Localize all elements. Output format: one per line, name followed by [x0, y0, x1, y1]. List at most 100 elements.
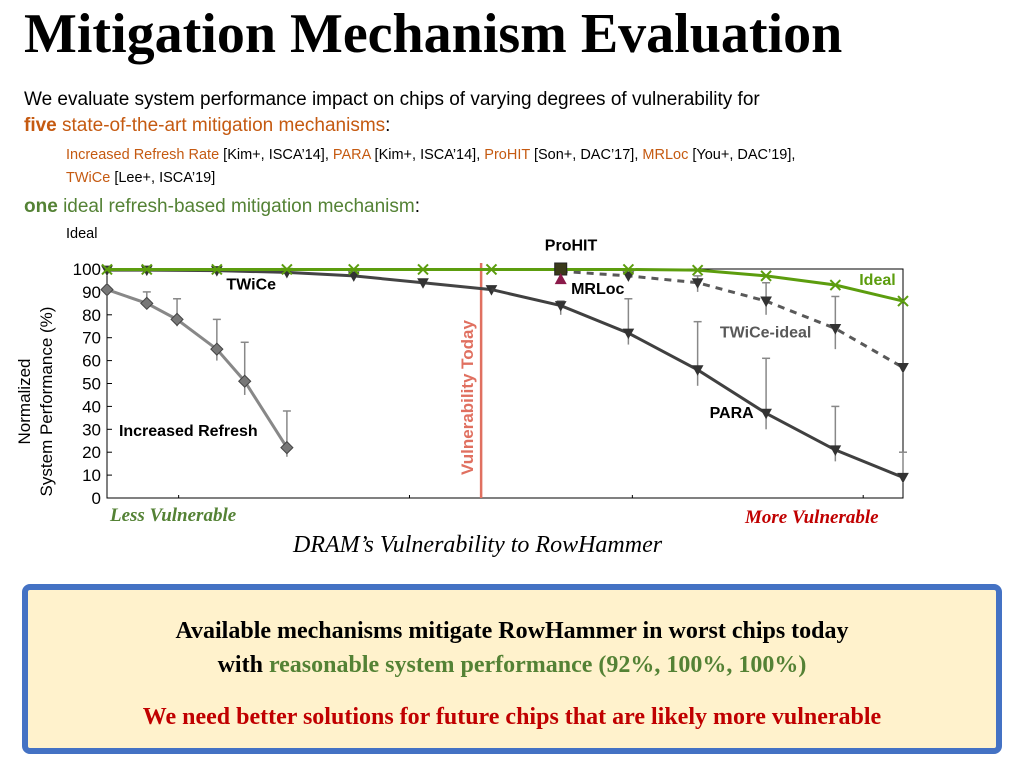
increased-refresh-line	[106, 288, 289, 449]
ideal-point-1	[141, 263, 153, 276]
mrloc-marker	[554, 273, 567, 285]
slide-title: Mitigation Mechanism Evaluation	[24, 3, 843, 65]
ideal-point-2	[211, 263, 223, 276]
ideal-point-9	[691, 264, 704, 276]
mech-sep-0: ,	[324, 147, 333, 163]
para-point-1	[554, 301, 567, 312]
mech-cite-1: [Kim+, ISCA’14]	[370, 147, 477, 163]
ideal-point-8	[622, 263, 635, 276]
mech-name-3: MRLoc	[642, 147, 689, 163]
y-tick-label-40: 40	[82, 397, 101, 416]
twice-point-4	[347, 271, 360, 282]
mech-name-2: ProHIT	[484, 147, 530, 163]
mech-sep-1: ,	[476, 147, 485, 163]
y-tick-label-100: 100	[73, 260, 101, 279]
ideal-label: Ideal	[859, 272, 895, 289]
increased-refresh-point-5	[280, 440, 294, 455]
ideal-point-4	[348, 263, 360, 276]
prohit-annotation: ProHIT	[545, 238, 598, 255]
more-vulnerable-label: More Vulnerable	[745, 507, 879, 528]
y-tick-label-20: 20	[82, 443, 101, 462]
y-axis-label-line2: System Performance (%)	[37, 307, 56, 497]
twice-ideal-line	[560, 269, 904, 369]
mech-cite-2: [Son+, DAC’17]	[529, 147, 635, 163]
summary-text: Available mechanisms mitigate RowHammer …	[28, 614, 996, 682]
summary-box: Available mechanisms mitigate RowHammer …	[22, 584, 1002, 754]
ideal-point-5-b	[417, 263, 429, 276]
increased-refresh-point-2	[170, 312, 184, 327]
ideal-point-9-b	[691, 264, 704, 276]
ideal-point-10	[760, 270, 772, 282]
summary-conclusion: We need better solutions for future chip…	[142, 704, 882, 730]
five-mechanisms-line: five state-of-the-art mitigation mechani…	[24, 115, 390, 137]
y-axis-label-line1: Normalized	[15, 359, 34, 445]
para-label: PARA	[710, 405, 755, 422]
five-description: state-of-the-art mitigation mechanisms	[62, 115, 386, 136]
ideal-mechanism-line: one ideal refresh-based mitigation mecha…	[24, 196, 420, 218]
one-word: one	[24, 196, 58, 217]
x-axis-label: DRAM’s Vulnerability to RowHammer	[293, 532, 663, 558]
mech-cite-3: [You+, DAC’19]	[688, 147, 792, 163]
mech-name-4: TWiCe	[66, 170, 111, 186]
ideal-point-4-b	[348, 263, 360, 276]
y-tick-label-30: 30	[82, 420, 101, 439]
ideal-item: Ideal	[66, 226, 98, 242]
ideal-point-0	[101, 263, 113, 276]
y-tick-label-60: 60	[82, 352, 101, 371]
one-description: ideal refresh-based mitigation mechanism	[63, 196, 415, 217]
less-vulnerable-label: Less Vulnerable	[110, 505, 237, 526]
twice-ideal-point-2	[691, 278, 704, 289]
twice-ideal-label: TWiCe-ideal	[720, 325, 811, 342]
ideal-point-8-b	[622, 263, 635, 276]
ideal-point-11-b	[829, 279, 842, 291]
para-point-4	[760, 408, 772, 420]
ideal-point-12	[897, 295, 909, 307]
ideal-point-0-b	[101, 263, 113, 276]
ideal-point-3	[281, 263, 293, 276]
y-tick-label-50: 50	[82, 375, 101, 394]
mech-name-0: Increased Refresh Rate	[66, 147, 220, 163]
para-point-5	[829, 445, 842, 456]
summary-line1: Available mechanisms mitigate RowHammer …	[175, 618, 849, 644]
vulnerability-today-label: Vulnerability Today	[458, 319, 477, 474]
y-tick-label-90: 90	[82, 283, 101, 302]
para-point-3	[691, 365, 704, 376]
para-point-6	[897, 472, 909, 484]
ideal-point-10-b	[760, 270, 772, 282]
twice-line	[107, 268, 492, 292]
mech-cite-4: [Lee+, ISCA’19]	[110, 170, 216, 186]
ideal-point-2-b	[211, 263, 223, 276]
intro-line: We evaluate system performance impact on…	[24, 89, 760, 110]
increased-refresh-point-1	[140, 296, 154, 311]
twice-point-5	[417, 278, 429, 289]
increased-refresh-point-3	[210, 342, 224, 356]
summary-with: with	[217, 652, 263, 678]
performance-chart: 0 10 20 30 40 50 60 70 80 90 100 Normalized System P…	[15, 238, 909, 505]
y-tick-label-80: 80	[82, 306, 101, 325]
plot-area-frame	[106, 268, 904, 499]
ideal-point-6-b	[485, 263, 498, 276]
twice-ideal-point-4	[829, 324, 842, 335]
mechanism-list-line2: TWiCe [Lee+, ISCA’19]	[66, 170, 215, 186]
mech-cite-0: [Kim+, ISCA’14]	[219, 147, 325, 163]
summary-highlight: reasonable system performance (92%, 100%…	[268, 652, 807, 678]
mech-name-1: PARA	[332, 147, 371, 163]
ideal-point-3-b	[281, 263, 293, 276]
y-tick-label-0: 0	[92, 489, 101, 505]
ideal-point-11	[829, 279, 842, 291]
increased-refresh-point-0	[100, 282, 114, 297]
twice-ideal-point-5	[897, 362, 909, 374]
one-colon: :	[414, 196, 421, 217]
ideal-point-5	[417, 263, 429, 276]
five-word: five	[24, 115, 57, 136]
mech-sep-2: ,	[634, 147, 643, 163]
ideal-point-6	[485, 263, 498, 276]
twice-ideal-point-1	[622, 271, 635, 282]
mrloc-annotation: MRLoc	[571, 281, 624, 298]
y-axis-label: Normalized System Performance (%)	[15, 307, 56, 497]
twice-label: TWiCe	[226, 277, 276, 294]
five-colon: :	[385, 115, 391, 136]
twice-ideal-point-3	[760, 296, 772, 308]
mechanism-list-line1: Increased Refresh Rate [Kim+, ISCA’14], …	[66, 147, 795, 163]
increased-refresh-point-4	[238, 374, 252, 388]
